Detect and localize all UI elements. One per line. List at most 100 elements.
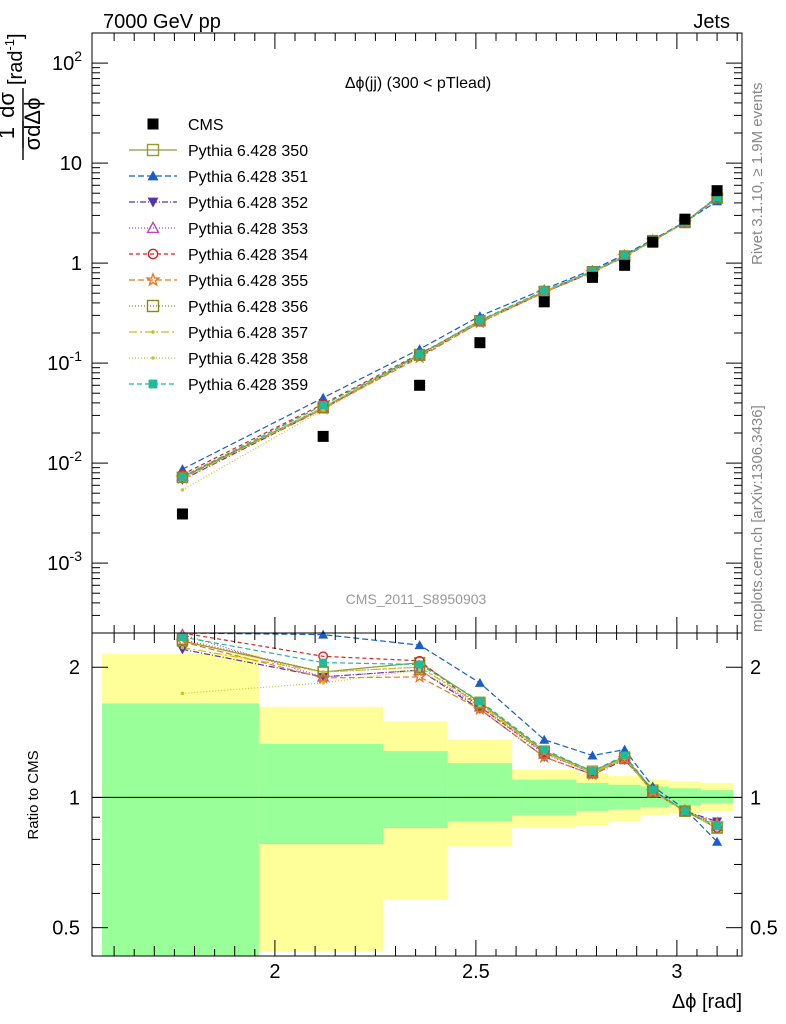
- cms-data-point: [414, 379, 426, 391]
- y-label-numerator: 1: [0, 127, 19, 139]
- series-line-9: [182, 196, 718, 478]
- legend-cms-marker: [147, 118, 159, 130]
- ratio-y-tick-label-left: 1: [69, 787, 80, 809]
- ratio-series-line-5: [182, 641, 718, 825]
- main-y-tick-label: 10-2: [47, 448, 82, 475]
- series-6-point: [176, 471, 189, 484]
- ratio-series-6-point: [317, 666, 329, 678]
- legend-label-3: Pythia 6.428 353: [188, 221, 308, 238]
- series-9-point: [588, 267, 597, 276]
- mcplots-label: mcplots.cern.ch [arXiv:1306.3436]: [749, 405, 766, 632]
- watermark: CMS_2011_S8950903: [346, 591, 487, 607]
- y-label-unit: [rad-1]: [2, 33, 27, 85]
- ratio-y-tick-label-right: 0.5: [750, 918, 778, 940]
- header-right: Jets: [693, 11, 730, 33]
- cms-data-point: [586, 271, 598, 283]
- ratio-series-8-point: [417, 668, 422, 672]
- series-9-point: [713, 193, 722, 202]
- series-line-4: [182, 197, 718, 476]
- ratio-series-1-point: [474, 677, 485, 687]
- ratio-series-9-point: [620, 751, 629, 760]
- ratio-series-5-point: [472, 701, 488, 716]
- series-9-point: [540, 286, 549, 295]
- ratio-y-label: Ratio to CMS: [25, 750, 42, 839]
- main-data-layer: [176, 185, 723, 520]
- ratio-series-layer: [175, 628, 725, 846]
- ratio-series-1-point: [587, 750, 598, 760]
- ratio-y-tick-label-left: 2: [69, 657, 80, 679]
- main-axes: 10-3 10-2 10-1 1 10 102: [47, 32, 743, 634]
- legend-label-1: Pythia 6.428 351: [188, 169, 308, 186]
- ratio-series-7-point: [180, 645, 185, 650]
- ratio-series-5-point: [537, 749, 552, 764]
- series-1-point: [318, 392, 329, 402]
- ratio-series-5-point: [412, 669, 427, 683]
- legend-cms-label: CMS: [188, 117, 224, 134]
- main-y-tick-label: 1: [71, 253, 82, 275]
- series-9-point: [620, 251, 629, 260]
- y-label-denominator: σdΔϕ: [20, 98, 45, 151]
- ratio-series-1-point: [619, 744, 630, 754]
- main-y-axis-label: 1 dσ σdΔϕ [rad-1]: [0, 33, 45, 160]
- cms-data-point: [474, 337, 486, 349]
- ratio-series-9-point: [648, 786, 657, 795]
- main-series-layer: [175, 189, 725, 492]
- ratio-series-1-point: [318, 629, 329, 639]
- legend-marker-6: [146, 299, 160, 313]
- ratio-band-inner: [102, 703, 259, 956]
- legend-marker-2: [147, 197, 159, 208]
- series-6-point: [413, 349, 426, 361]
- ratio-series-9-point: [475, 697, 484, 706]
- ratio-x-tick-label: 3: [671, 961, 682, 983]
- ratio-band-inner: [258, 743, 384, 845]
- legend-label-5: Pythia 6.428 355: [188, 273, 308, 290]
- ratio-x-tick-label: 2.5: [462, 961, 490, 983]
- series-8-point: [180, 488, 185, 492]
- ratio-series-6-point: [679, 805, 691, 817]
- series-9-point: [178, 472, 187, 481]
- ratio-series-8-point: [321, 681, 325, 685]
- ratio-series-8-point: [180, 691, 185, 696]
- legend-marker-5: [145, 271, 161, 287]
- legend-marker-4: [147, 248, 159, 260]
- cms-data-point: [647, 236, 659, 248]
- ratio-series-9-point: [319, 658, 328, 667]
- ratio-series-3-point: [413, 663, 426, 675]
- legend-label-0: Pythia 6.428 350: [188, 143, 308, 160]
- legend-label-9: Pythia 6.428 359: [188, 377, 308, 394]
- ratio-series-9-point: [540, 745, 549, 754]
- chart-title: Δϕ(jj) (300 < pTlead): [345, 75, 491, 92]
- legend-marker-9: [148, 379, 158, 389]
- header-left: 7000 GeV pp: [103, 11, 221, 33]
- ratio-series-1-point: [539, 734, 550, 744]
- cms-data-point: [176, 508, 188, 520]
- ratio-y-tick-label-right: 1: [750, 787, 761, 809]
- ratio-series-5-point: [315, 670, 331, 684]
- legend-marker-0: [146, 143, 160, 157]
- ratio-series-1-point: [712, 836, 723, 846]
- legend-label-6: Pythia 6.428 356: [188, 299, 308, 316]
- ratio-band-inner: [668, 788, 701, 806]
- legend-label-4: Pythia 6.428 354: [188, 247, 308, 264]
- legend: CMS Pythia 6.428 350 Pythia 6.428 351 Pythi…: [129, 117, 308, 394]
- ratio-series-line-9: [182, 636, 718, 827]
- ratio-series-line-6: [182, 638, 718, 829]
- ratio-band-inner: [383, 751, 448, 828]
- cms-data-point: [679, 213, 691, 225]
- legend-label-2: Pythia 6.428 352: [188, 195, 308, 212]
- main-y-tick-label: 102: [52, 48, 82, 75]
- ratio-series-9-point: [178, 632, 187, 641]
- ratio-series-line-1: [182, 632, 718, 843]
- ratio-uncertainty-bands: [92, 653, 742, 956]
- x-axis-label: Δϕ [rad]: [672, 991, 742, 1013]
- ratio-x-tick-label: 2: [269, 961, 280, 983]
- ratio-series-9-point: [588, 767, 597, 776]
- legend-label-7: Pythia 6.428 357: [188, 325, 308, 342]
- ratio-series-9-point: [415, 660, 424, 669]
- y-label-dsigma: dσ: [0, 92, 19, 118]
- series-9-point: [475, 316, 484, 325]
- legend-marker-7: [151, 330, 155, 334]
- main-y-tick-label: 10-1: [47, 348, 82, 375]
- ratio-frame: [91, 632, 743, 957]
- ratio-y-tick-label-right: 2: [750, 657, 761, 679]
